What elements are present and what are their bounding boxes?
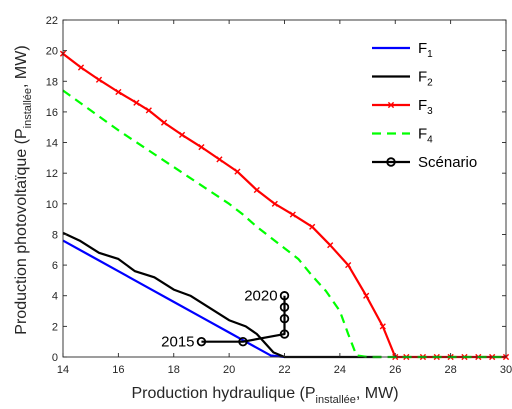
data-point — [178, 131, 186, 138]
y-tick-label: 0 — [52, 352, 58, 364]
y-axis-label: Production photovoltaïque (Pinstallée, M… — [13, 45, 34, 334]
series-5 — [196, 291, 290, 347]
series-line-5 — [201, 295, 286, 343]
data-point — [238, 336, 248, 347]
data-point — [309, 223, 316, 230]
data-point — [133, 99, 140, 106]
x-axis-label-tail: , MW) — [356, 385, 399, 402]
y-tick-label: 22 — [46, 15, 58, 27]
data-point — [279, 329, 290, 339]
legend-label-sub: 4 — [427, 135, 433, 146]
x-tick-label: 20 — [223, 364, 235, 376]
annotation-2015: 2015 — [161, 334, 194, 351]
data-point — [198, 144, 205, 151]
legend-label-main: Scénario — [418, 154, 477, 171]
data-point — [279, 302, 290, 312]
legend-item-2: F2 — [372, 69, 433, 89]
data-point — [363, 292, 370, 299]
x-tick-label: 14 — [57, 364, 69, 376]
data-point — [216, 156, 223, 163]
data-point — [234, 168, 241, 175]
legend-label-sub: 1 — [427, 49, 433, 60]
y-tick-label: 12 — [46, 168, 58, 180]
data-point — [95, 76, 103, 83]
data-point — [271, 200, 278, 207]
legend-item-3: F3 — [372, 97, 433, 117]
y-tick-label: 4 — [52, 291, 58, 303]
data-point — [145, 107, 152, 114]
y-axis-label-tail: , MW) — [13, 45, 30, 88]
series-1 — [62, 239, 285, 359]
y-tick-label: 18 — [46, 76, 58, 88]
x-tick-label: 18 — [168, 364, 180, 376]
data-point — [196, 336, 207, 347]
legend-label: F2 — [418, 69, 433, 89]
legend-label-main: F — [418, 97, 427, 114]
data-point — [279, 314, 290, 324]
legend-label: F3 — [418, 97, 433, 117]
x-tick-label: 16 — [112, 364, 124, 376]
annotation-2020: 2020 — [244, 288, 277, 305]
data-point — [115, 88, 122, 96]
legend-marker — [386, 157, 396, 167]
legend-item-5: Scénario — [372, 154, 477, 171]
legend-label: Scénario — [418, 154, 477, 171]
series-line-2 — [62, 231, 382, 359]
legend-label-main: F — [418, 69, 427, 86]
legend-item-1: F1 — [372, 40, 433, 60]
x-axis-label: Production hydraulique (Pinstallée, MW) — [131, 385, 398, 406]
y-tick-label: 14 — [46, 138, 58, 150]
x-tick-label: 28 — [445, 364, 457, 376]
series-line-1 — [62, 239, 285, 359]
legend-label-sub: 2 — [427, 78, 433, 89]
legend-label-sub: 3 — [427, 106, 433, 117]
legend-label: F4 — [418, 126, 433, 146]
y-tick-label: 20 — [46, 46, 58, 58]
y-axis-label-main: Production photovoltaïque (P — [13, 128, 30, 334]
x-tick-label: 26 — [389, 364, 401, 376]
legend-marker — [387, 101, 395, 109]
data-point — [327, 242, 334, 249]
y-tick-label: 10 — [46, 199, 58, 211]
data-point — [77, 64, 85, 71]
x-axis-label-sub: installée — [316, 394, 356, 406]
legend-label: F1 — [418, 40, 433, 60]
annotations: 2015 2020 — [161, 288, 277, 351]
data-point — [160, 119, 168, 126]
y-tick-label: 6 — [52, 260, 58, 272]
legend-label-main: F — [418, 40, 427, 57]
data-point — [279, 291, 290, 301]
legend-label-main: F — [418, 126, 427, 143]
x-tick-label: 24 — [334, 364, 346, 376]
data-point — [379, 323, 386, 330]
data-point — [345, 261, 352, 269]
legend-item-4: F4 — [372, 126, 433, 146]
y-axis-label-sub: installée — [22, 88, 34, 128]
data-point — [289, 211, 296, 218]
x-tick-label: 30 — [500, 364, 512, 376]
data-point — [253, 186, 260, 194]
y-tick-label: 8 — [52, 229, 58, 241]
x-tick-label: 22 — [278, 364, 290, 376]
series-2 — [62, 231, 382, 359]
y-tick-label: 2 — [52, 321, 58, 333]
y-tick-label: 16 — [46, 107, 58, 119]
x-axis-label-main: Production hydraulique (P — [131, 385, 315, 402]
